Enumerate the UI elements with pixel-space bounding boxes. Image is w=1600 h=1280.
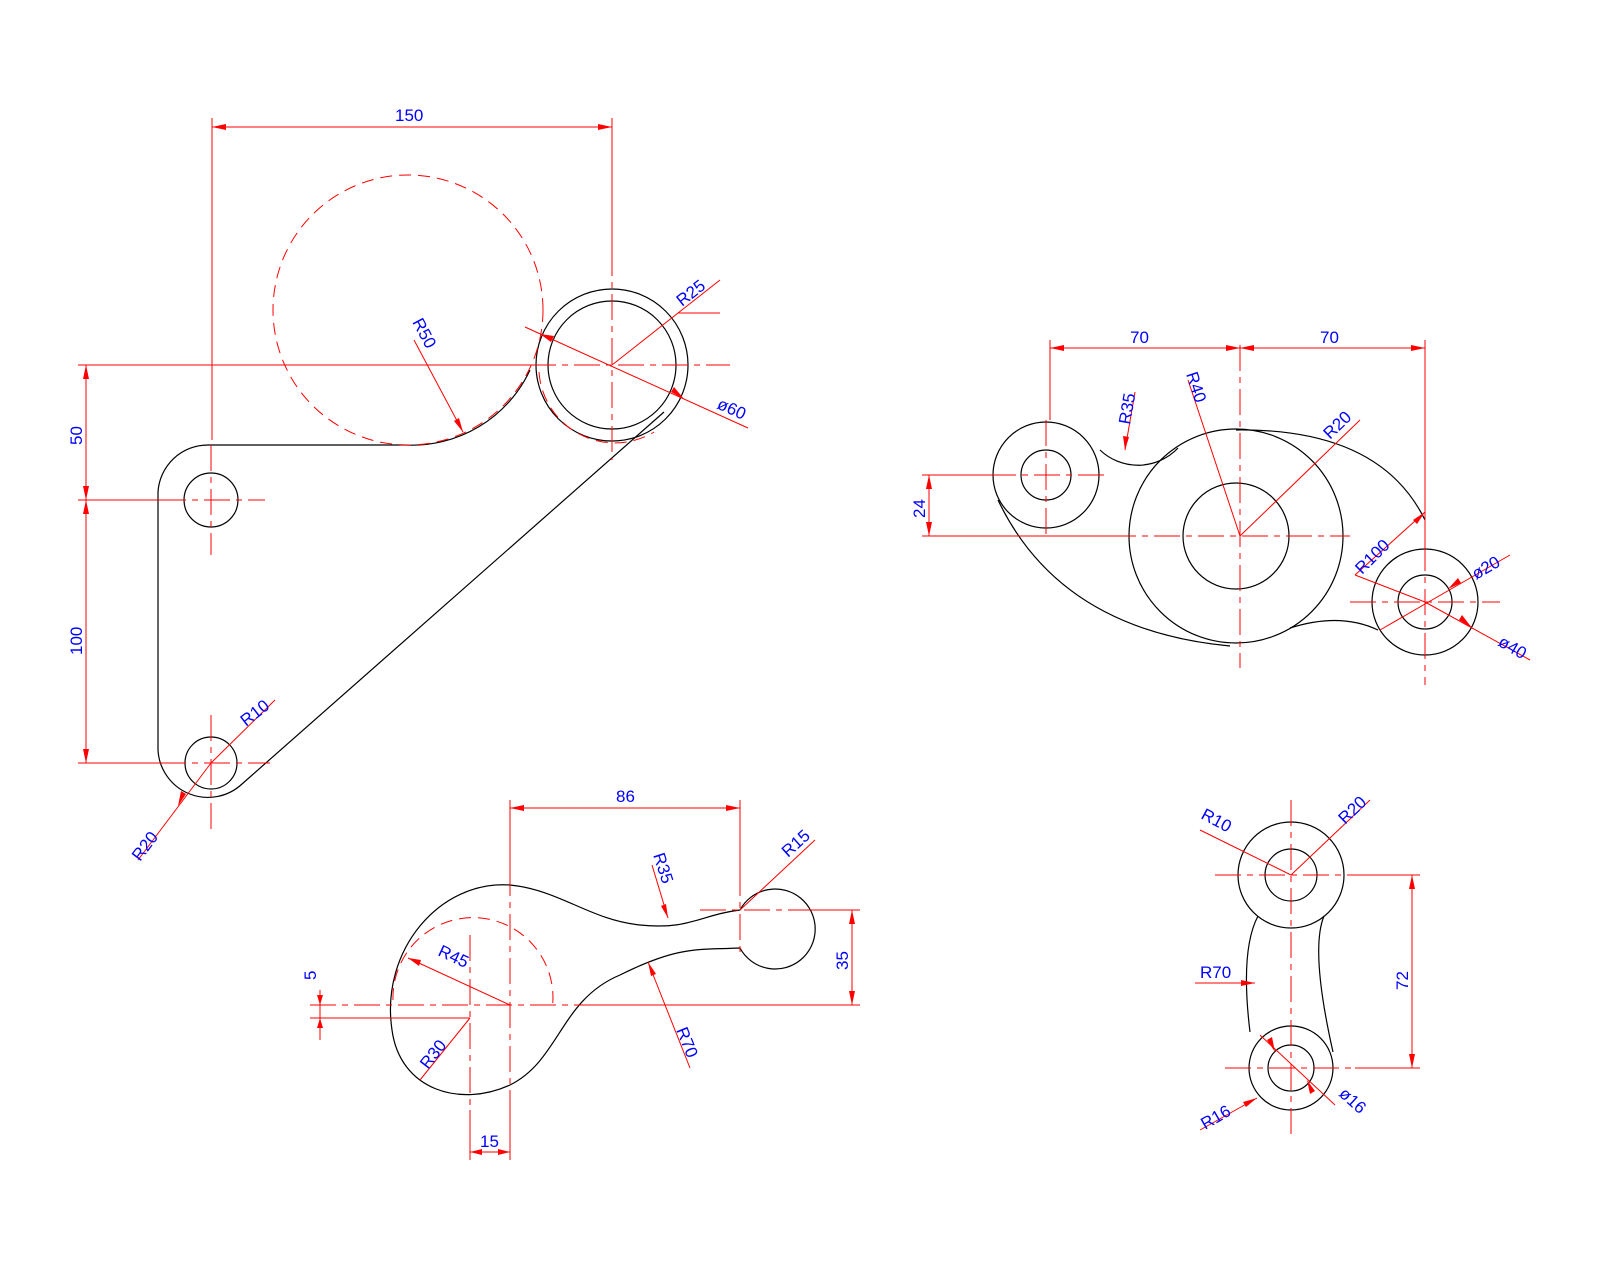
part-bracket: 150 R50 R25 ø60 50 100 R10 R20 xyxy=(67,106,749,864)
dim-dia60: ø60 xyxy=(714,394,748,423)
dim-5: 5 xyxy=(301,971,320,980)
dim-r10: R10 xyxy=(237,696,273,730)
dim-r25: R25 xyxy=(673,276,709,310)
lever-dimension-labels: 70 70 R35 R40 R20 24 R100 ø20 ø40 xyxy=(910,328,1530,663)
dim-86: 86 xyxy=(616,787,635,806)
rod-centerlines xyxy=(1215,800,1365,1135)
dim-r70: R70 xyxy=(1200,963,1231,982)
dim-r20: R20 xyxy=(1335,793,1371,828)
dim-150: 150 xyxy=(395,106,423,125)
dim-72: 72 xyxy=(1393,971,1412,990)
bracket-dimensions xyxy=(78,118,749,861)
bracket-centerlines xyxy=(160,250,730,830)
dim-dia20: ø20 xyxy=(1469,552,1504,583)
dim-r100: R100 xyxy=(1351,536,1393,578)
dim-15: 15 xyxy=(480,1132,499,1151)
dim-70-left: 70 xyxy=(1130,328,1149,347)
dim-r45: R45 xyxy=(435,941,471,971)
dim-r20: R20 xyxy=(1320,408,1356,443)
dim-50: 50 xyxy=(67,426,86,445)
rod-dimension-labels: R10 R20 R70 72 R16 ø16 xyxy=(1198,793,1413,1134)
dim-r15: R15 xyxy=(778,826,814,861)
dim-r70: R70 xyxy=(672,1024,701,1060)
cam-outline xyxy=(389,884,816,1096)
lever-centerlines xyxy=(990,345,1500,685)
dim-r30: R30 xyxy=(416,1036,450,1072)
cam-dimensions xyxy=(310,800,860,1160)
dim-dia16: ø16 xyxy=(1335,1084,1369,1118)
dim-r20: R20 xyxy=(128,828,162,864)
dim-r35: R35 xyxy=(1115,392,1139,426)
dim-dia40: ø40 xyxy=(1495,632,1530,663)
rod-dimensions xyxy=(1195,799,1420,1131)
part-connecting-rod: R10 R20 R70 72 R16 ø16 xyxy=(1195,793,1420,1135)
bracket-dimension-labels: 150 R50 R25 ø60 50 100 R10 R20 xyxy=(67,106,749,864)
dim-70-right: 70 xyxy=(1320,328,1339,347)
dim-100: 100 xyxy=(67,627,86,655)
cam-construction xyxy=(392,917,554,1011)
dim-35: 35 xyxy=(833,951,852,970)
dim-r40: R40 xyxy=(1182,369,1210,405)
dim-r35: R35 xyxy=(649,850,677,886)
lever-outline xyxy=(992,421,1479,656)
dim-r50: R50 xyxy=(408,315,439,351)
dim-24: 24 xyxy=(910,499,929,518)
part-lever: 70 70 R35 R40 R20 24 R100 ø20 ø40 xyxy=(910,328,1531,685)
lever-dimensions xyxy=(922,340,1531,661)
bracket-construction xyxy=(272,174,655,446)
part-cam-link: 86 R35 R15 R45 35 5 R30 R70 15 xyxy=(301,787,860,1160)
cam-centerlines xyxy=(310,870,790,1110)
